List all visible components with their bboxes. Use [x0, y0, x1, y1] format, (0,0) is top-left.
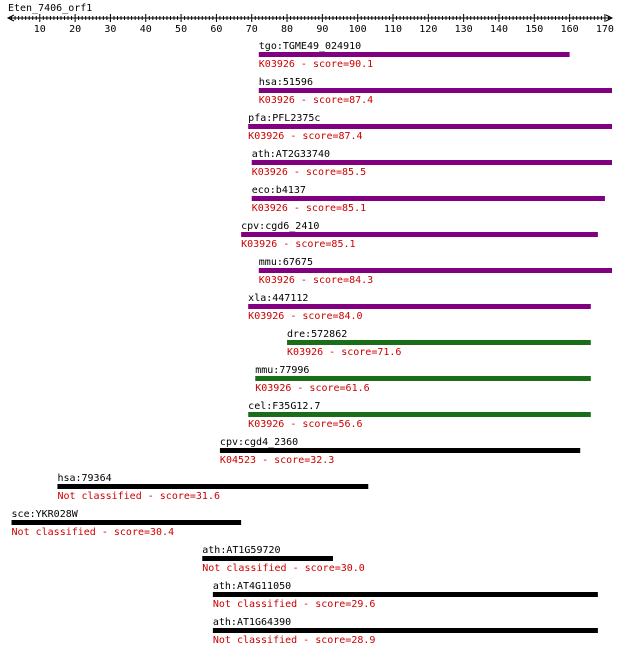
sequence-axis: 10 20 30 40 50 60 70 80 90 100 110 120 130 140 150 160 1…	[6, 14, 614, 35]
hit-row[interactable]: tgo:TGME49_024910 K03926 - score=90.1	[258, 41, 570, 70]
hit-alignment-bar[interactable]	[248, 412, 591, 417]
hit-score-label[interactable]: K03926 - score=87.4	[248, 131, 362, 142]
axis-tick-label: 140	[490, 24, 508, 35]
axis-tick-label: 30	[104, 24, 116, 35]
hit-gene-label[interactable]: eco:b4137	[252, 185, 306, 196]
axis-tick-label: 50	[175, 24, 187, 35]
axis-tick-label: 120	[419, 24, 437, 35]
hit-gene-label[interactable]: ath:AT1G59720	[202, 545, 280, 556]
hit-score-label[interactable]: K03926 - score=84.3	[259, 275, 373, 286]
hit-row[interactable]: mmu:77996 K03926 - score=61.6	[255, 365, 591, 394]
hit-gene-label[interactable]: cpv:cgd4_2360	[220, 437, 298, 448]
hit-row[interactable]: mmu:67675 K03926 - score=84.3	[258, 257, 612, 286]
hit-gene-label[interactable]: cpv:cgd6_2410	[241, 221, 319, 232]
hit-alignment-bar[interactable]	[212, 592, 598, 597]
hit-alignment-bar[interactable]	[241, 232, 598, 237]
axis-tick-label: 170	[596, 24, 614, 35]
hit-score-label[interactable]: K03926 - score=71.6	[287, 347, 401, 358]
hit-score-label[interactable]: Not classified - score=28.9	[213, 635, 376, 646]
hit-score-label[interactable]: Not classified - score=30.4	[12, 527, 175, 538]
hit-score-label[interactable]: K04523 - score=32.3	[220, 455, 334, 466]
hit-row[interactable]: pfa:PFL2375c K03926 - score=87.4	[248, 113, 612, 142]
hit-gene-label[interactable]: ath:AT2G33740	[252, 149, 330, 160]
hit-alignment-bar[interactable]	[57, 484, 369, 489]
hit-score-label[interactable]: K03926 - score=61.6	[255, 383, 369, 394]
hit-gene-label[interactable]: sce:YKR028W	[12, 509, 79, 520]
hit-gene-label[interactable]: dre:572862	[287, 329, 347, 340]
hit-score-label[interactable]: Not classified - score=31.6	[57, 491, 220, 502]
hit-gene-label[interactable]: ath:AT4G11050	[213, 581, 291, 592]
hit-row[interactable]: eco:b4137 K03926 - score=85.1	[251, 185, 605, 214]
axis-tick-label: 150	[525, 24, 543, 35]
hit-score-label[interactable]: K03926 - score=85.5	[252, 167, 366, 178]
hit-alignment-bar[interactable]	[258, 88, 612, 93]
hit-row[interactable]: hsa:79364 Not classified - score=31.6	[57, 473, 369, 502]
axis-tick-label: 10	[34, 24, 46, 35]
hit-row[interactable]: xla:447112 K03926 - score=84.0	[248, 293, 591, 322]
query-sequence-title: Eten_7406_orf1	[8, 3, 92, 14]
hit-alignment-bar[interactable]	[258, 268, 612, 273]
hit-score-label[interactable]: K03926 - score=56.6	[248, 419, 362, 430]
axis-tick-label: 160	[561, 24, 579, 35]
hit-list: tgo:TGME49_024910 K03926 - score=90.1 hsa:…	[11, 41, 612, 646]
hit-row[interactable]: ath:AT1G64390 Not classified - score=28.9	[212, 617, 598, 646]
axis-tick-label: 40	[140, 24, 152, 35]
hit-gene-label[interactable]: tgo:TGME49_024910	[259, 41, 361, 52]
hit-row[interactable]: cpv:cgd4_2360 K04523 - score=32.3	[219, 437, 581, 466]
hit-row[interactable]: ath:AT4G11050 Not classified - score=29.6	[212, 581, 598, 610]
hit-alignment-bar[interactable]	[258, 52, 570, 57]
hit-score-label[interactable]: K03926 - score=90.1	[259, 59, 373, 70]
hit-score-label[interactable]: K03926 - score=85.1	[252, 203, 366, 214]
axis-tick-label: 60	[210, 24, 222, 35]
axis-tick-label: 70	[246, 24, 258, 35]
hit-row[interactable]: dre:572862 K03926 - score=71.6	[287, 329, 591, 358]
hit-gene-label[interactable]: hsa:51596	[259, 77, 313, 88]
hit-row[interactable]: ath:AT2G33740 K03926 - score=85.5	[251, 149, 612, 178]
hit-row[interactable]: ath:AT1G59720 Not classified - score=30.0	[202, 545, 365, 574]
axis-tick-label: 20	[69, 24, 81, 35]
hit-alignment-bar[interactable]	[11, 520, 242, 525]
hit-gene-label[interactable]: pfa:PFL2375c	[248, 113, 320, 124]
hit-alignment-bar[interactable]	[251, 160, 612, 165]
axis-tick-label: 90	[316, 24, 328, 35]
hit-gene-label[interactable]: xla:447112	[248, 293, 308, 304]
hit-alignment-bar[interactable]	[248, 304, 591, 309]
hit-alignment-bar[interactable]	[255, 376, 591, 381]
hit-alignment-bar[interactable]	[251, 196, 605, 201]
hit-gene-label[interactable]: hsa:79364	[57, 473, 111, 484]
hit-score-label[interactable]: K03926 - score=84.0	[248, 311, 362, 322]
hit-alignment-bar[interactable]	[212, 628, 598, 633]
hit-score-label[interactable]: Not classified - score=30.0	[202, 563, 365, 574]
hit-row[interactable]: hsa:51596 K03926 - score=87.4	[258, 77, 612, 106]
hit-score-label[interactable]: Not classified - score=29.6	[213, 599, 376, 610]
hit-alignment-bar[interactable]	[219, 448, 581, 453]
hit-alignment-bar[interactable]	[287, 340, 591, 345]
hit-gene-label[interactable]: ath:AT1G64390	[213, 617, 291, 628]
hit-score-label[interactable]: K03926 - score=87.4	[259, 95, 373, 106]
hit-gene-label[interactable]: mmu:77996	[255, 365, 309, 376]
axis-tick-label: 80	[281, 24, 293, 35]
hit-alignment-bar[interactable]	[248, 124, 612, 129]
hit-row[interactable]: cpv:cgd6_2410 K03926 - score=85.1	[241, 221, 598, 250]
hit-score-label[interactable]: K03926 - score=85.1	[241, 239, 355, 250]
hit-alignment-bar[interactable]	[202, 556, 333, 561]
axis-tick-label: 130	[455, 24, 473, 35]
hit-row[interactable]: sce:YKR028W Not classified - score=30.4	[11, 509, 242, 538]
axis-tick-label: 110	[384, 24, 402, 35]
hit-row[interactable]: cel:F35G12.7 K03926 - score=56.6	[248, 401, 591, 430]
axis-tick-label: 100	[349, 24, 367, 35]
hit-gene-label[interactable]: mmu:67675	[259, 257, 313, 268]
hit-gene-label[interactable]: cel:F35G12.7	[248, 401, 320, 412]
